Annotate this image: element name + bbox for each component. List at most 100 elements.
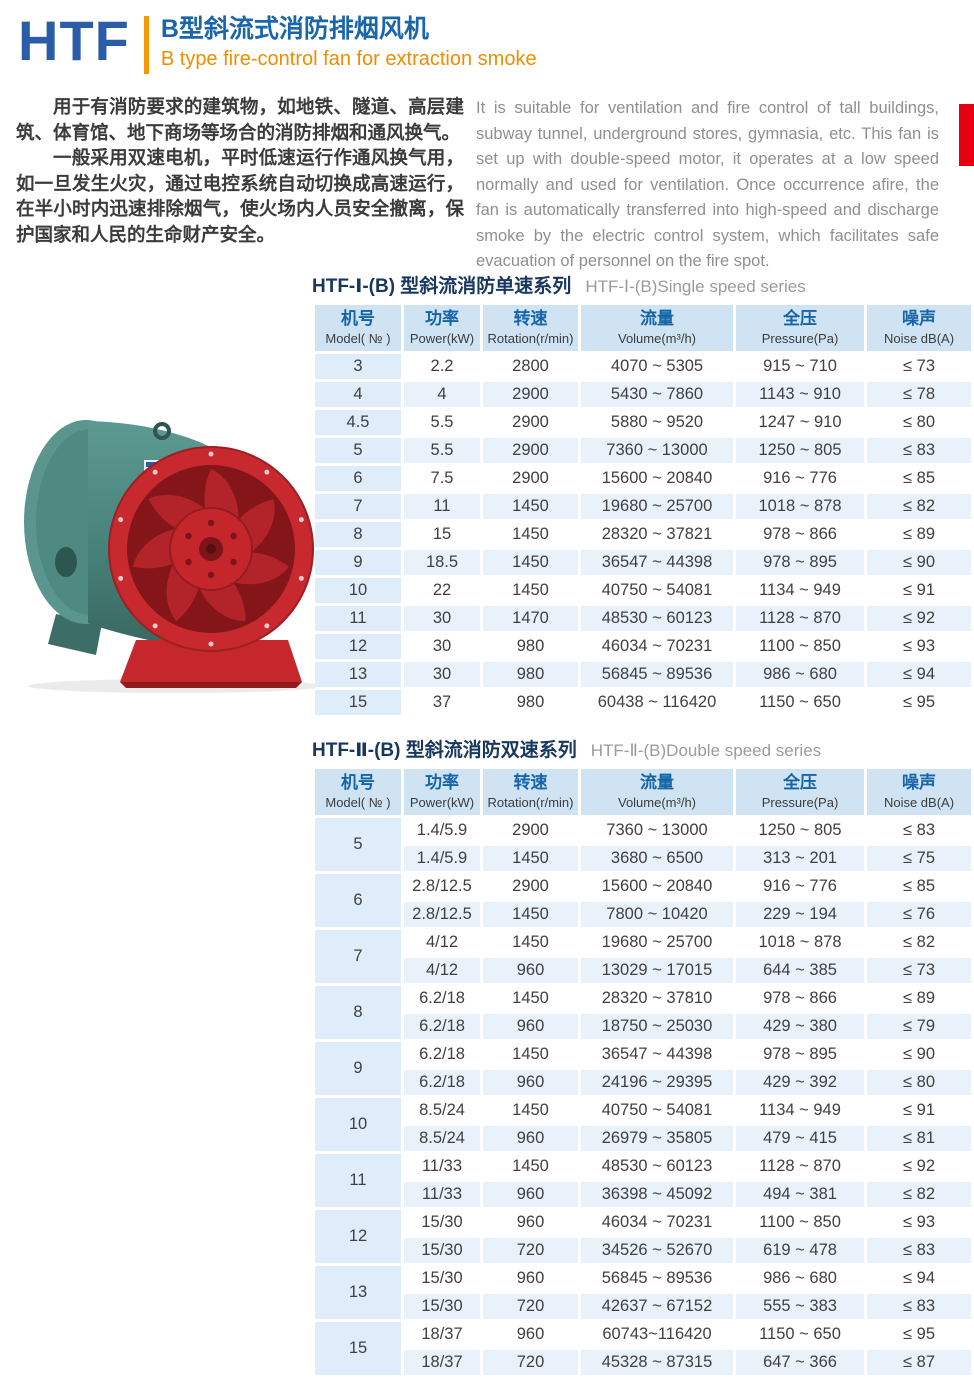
table-cell: ≤ 82 (867, 930, 971, 955)
table-cell: 2900 (483, 410, 578, 435)
table-header-row: 机号 Model( № ) 功率 Power(kW) 转速 Rotation(r/min)… (315, 305, 971, 351)
table-row: 8 6.2/18 1450 28320 ~ 37810 978 ~ 866 ≤ 89 (315, 986, 971, 1039)
table-cell: 720 (483, 1238, 578, 1263)
table-cell: 15600 ~ 20840 (581, 874, 733, 899)
table-cell: 30 (404, 662, 480, 687)
table-cell: ≤ 91 (867, 1098, 971, 1123)
table-cell: 56845 ~ 89536 (581, 1266, 733, 1291)
table-cell: ≤ 82 (867, 1182, 971, 1207)
table-row: 4/12 960 13029 ~ 17015 644 ~ 385 ≤ 73 (315, 958, 971, 983)
table-row: 11 30 1470 48530 ~ 60123 1128 ~ 870 ≤ 92 (315, 606, 971, 631)
model-cell: 15 (315, 1322, 401, 1375)
table-cell: 916 ~ 776 (736, 466, 864, 491)
table-cell: 1143 ~ 910 (736, 382, 864, 407)
table-row: 6.2/18 960 24196 ~ 29395 429 ~ 392 ≤ 80 (315, 1070, 971, 1095)
single-speed-spec-table: 机号 Model( № ) 功率 Power(kW) 转速 Rotation(r/min)… (312, 302, 974, 718)
table-cell: 429 ~ 380 (736, 1014, 864, 1039)
table-cell: 1450 (483, 1098, 578, 1123)
table-cell: 18/37 (404, 1350, 480, 1375)
table-cell: 40750 ~ 54081 (581, 1098, 733, 1123)
table-cell: 4/12 (404, 930, 480, 955)
table-cell: 494 ~ 381 (736, 1182, 864, 1207)
table-cell: ≤ 91 (867, 578, 971, 603)
table-cell: 1250 ~ 805 (736, 438, 864, 463)
page-edge-tab (959, 104, 974, 166)
intro-paragraph-en: It is suitable for ventilation and fire … (476, 99, 939, 270)
column-header-cn: 噪声 (902, 773, 936, 792)
table-cell: 11/33 (404, 1154, 480, 1179)
column-header: 功率 Power(kW) (404, 305, 480, 351)
table-cell: 2900 (483, 466, 578, 491)
intro-cn-line-1: 用于有消防要求的建筑物，如地铁、隧道、高层建筑、体育馆、地下商场等场合的消防排烟… (16, 96, 464, 143)
table-cell: ≤ 75 (867, 846, 971, 871)
table-cell: 60743~116420 (581, 1322, 733, 1347)
column-header: 机号 Model( № ) (315, 769, 401, 815)
table-cell: 4 (315, 382, 401, 407)
table-cell: 5 (315, 438, 401, 463)
table-cell: 8 (315, 522, 401, 547)
table-cell: 6.2/18 (404, 1014, 480, 1039)
table-cell: 7 (315, 494, 401, 519)
table-cell: 4070 ~ 5305 (581, 354, 733, 379)
column-header: 噪声 Noise dB(A) (867, 769, 971, 815)
table-cell: 15/30 (404, 1294, 480, 1319)
single-speed-title-cn: HTF-Ⅰ-(B) 型斜流消防单速系列 (312, 276, 572, 297)
table-cell: 229 ~ 194 (736, 902, 864, 927)
table-row: 4 4 2900 5430 ~ 7860 1143 ~ 910 ≤ 78 (315, 382, 971, 407)
model-cell: 7 (315, 930, 401, 983)
table-row: 15/30 720 42637 ~ 67152 555 ~ 383 ≤ 83 (315, 1294, 971, 1319)
table-cell: 5.5 (404, 410, 480, 435)
table-cell: 647 ~ 366 (736, 1350, 864, 1375)
table-cell: 37 (404, 690, 480, 715)
column-header-cn: 全压 (783, 773, 817, 792)
table-cell: 4.5 (315, 410, 401, 435)
table-cell: ≤ 81 (867, 1126, 971, 1151)
double-speed-title-en: HTF-Ⅱ-(B)Double speed series (590, 741, 822, 760)
table-row: 12 30 980 46034 ~ 70231 1100 ~ 850 ≤ 93 (315, 634, 971, 659)
table-cell: 8.5/24 (404, 1098, 480, 1123)
table-cell: ≤ 94 (867, 1266, 971, 1291)
table-cell: 1250 ~ 805 (736, 818, 864, 843)
table-cell: 18.5 (404, 550, 480, 575)
table-cell: 28320 ~ 37821 (581, 522, 733, 547)
table-cell: 6 (315, 466, 401, 491)
brand-logo: HTF (18, 9, 130, 72)
table-cell: 2900 (483, 818, 578, 843)
table-cell: 619 ~ 478 (736, 1238, 864, 1263)
table-row: 13 30 980 56845 ~ 89536 986 ~ 680 ≤ 94 (315, 662, 971, 687)
column-header-cn: 流量 (640, 309, 674, 328)
table-cell: 1018 ~ 878 (736, 930, 864, 955)
table-cell: 19680 ~ 25700 (581, 494, 733, 519)
table-cell: ≤ 80 (867, 1070, 971, 1095)
column-header-en: Model( № ) (325, 331, 391, 346)
table-cell: 1450 (483, 930, 578, 955)
column-header: 机号 Model( № ) (315, 305, 401, 351)
table-row: 18/37 720 45328 ~ 87315 647 ~ 366 ≤ 87 (315, 1350, 971, 1375)
table-cell: 56845 ~ 89536 (581, 662, 733, 687)
table-cell: 45328 ~ 87315 (581, 1350, 733, 1375)
table-cell: 915 ~ 710 (736, 354, 864, 379)
table-cell: ≤ 83 (867, 818, 971, 843)
intro-cn-line-2: 一般采用双速电机，平时低速运行作通风换气用，如一旦发生火灾，通过电控系统自动切换… (16, 147, 464, 245)
table-cell: ≤ 90 (867, 1042, 971, 1067)
table-cell: 1450 (483, 522, 578, 547)
table-cell: 18750 ~ 25030 (581, 1014, 733, 1039)
table-cell: 13 (315, 662, 401, 687)
table-cell: 19680 ~ 25700 (581, 930, 733, 955)
table-cell: 1450 (483, 550, 578, 575)
table-cell: 15/30 (404, 1210, 480, 1235)
table-cell: 986 ~ 680 (736, 1266, 864, 1291)
table-cell: ≤ 82 (867, 494, 971, 519)
table-row: 9 18.5 1450 36547 ~ 44398 978 ~ 895 ≤ 90 (315, 550, 971, 575)
table-cell: ≤ 93 (867, 1210, 971, 1235)
table-cell: 980 (483, 662, 578, 687)
table-cell: ≤ 79 (867, 1014, 971, 1039)
table-cell: 960 (483, 1266, 578, 1291)
table-cell: ≤ 73 (867, 354, 971, 379)
table-cell: 720 (483, 1294, 578, 1319)
model-cell: 11 (315, 1154, 401, 1207)
table-cell: 2800 (483, 354, 578, 379)
table-row: 15 37 980 60438 ~ 116420 1150 ~ 650 ≤ 95 (315, 690, 971, 715)
table-cell: 15600 ~ 20840 (581, 466, 733, 491)
